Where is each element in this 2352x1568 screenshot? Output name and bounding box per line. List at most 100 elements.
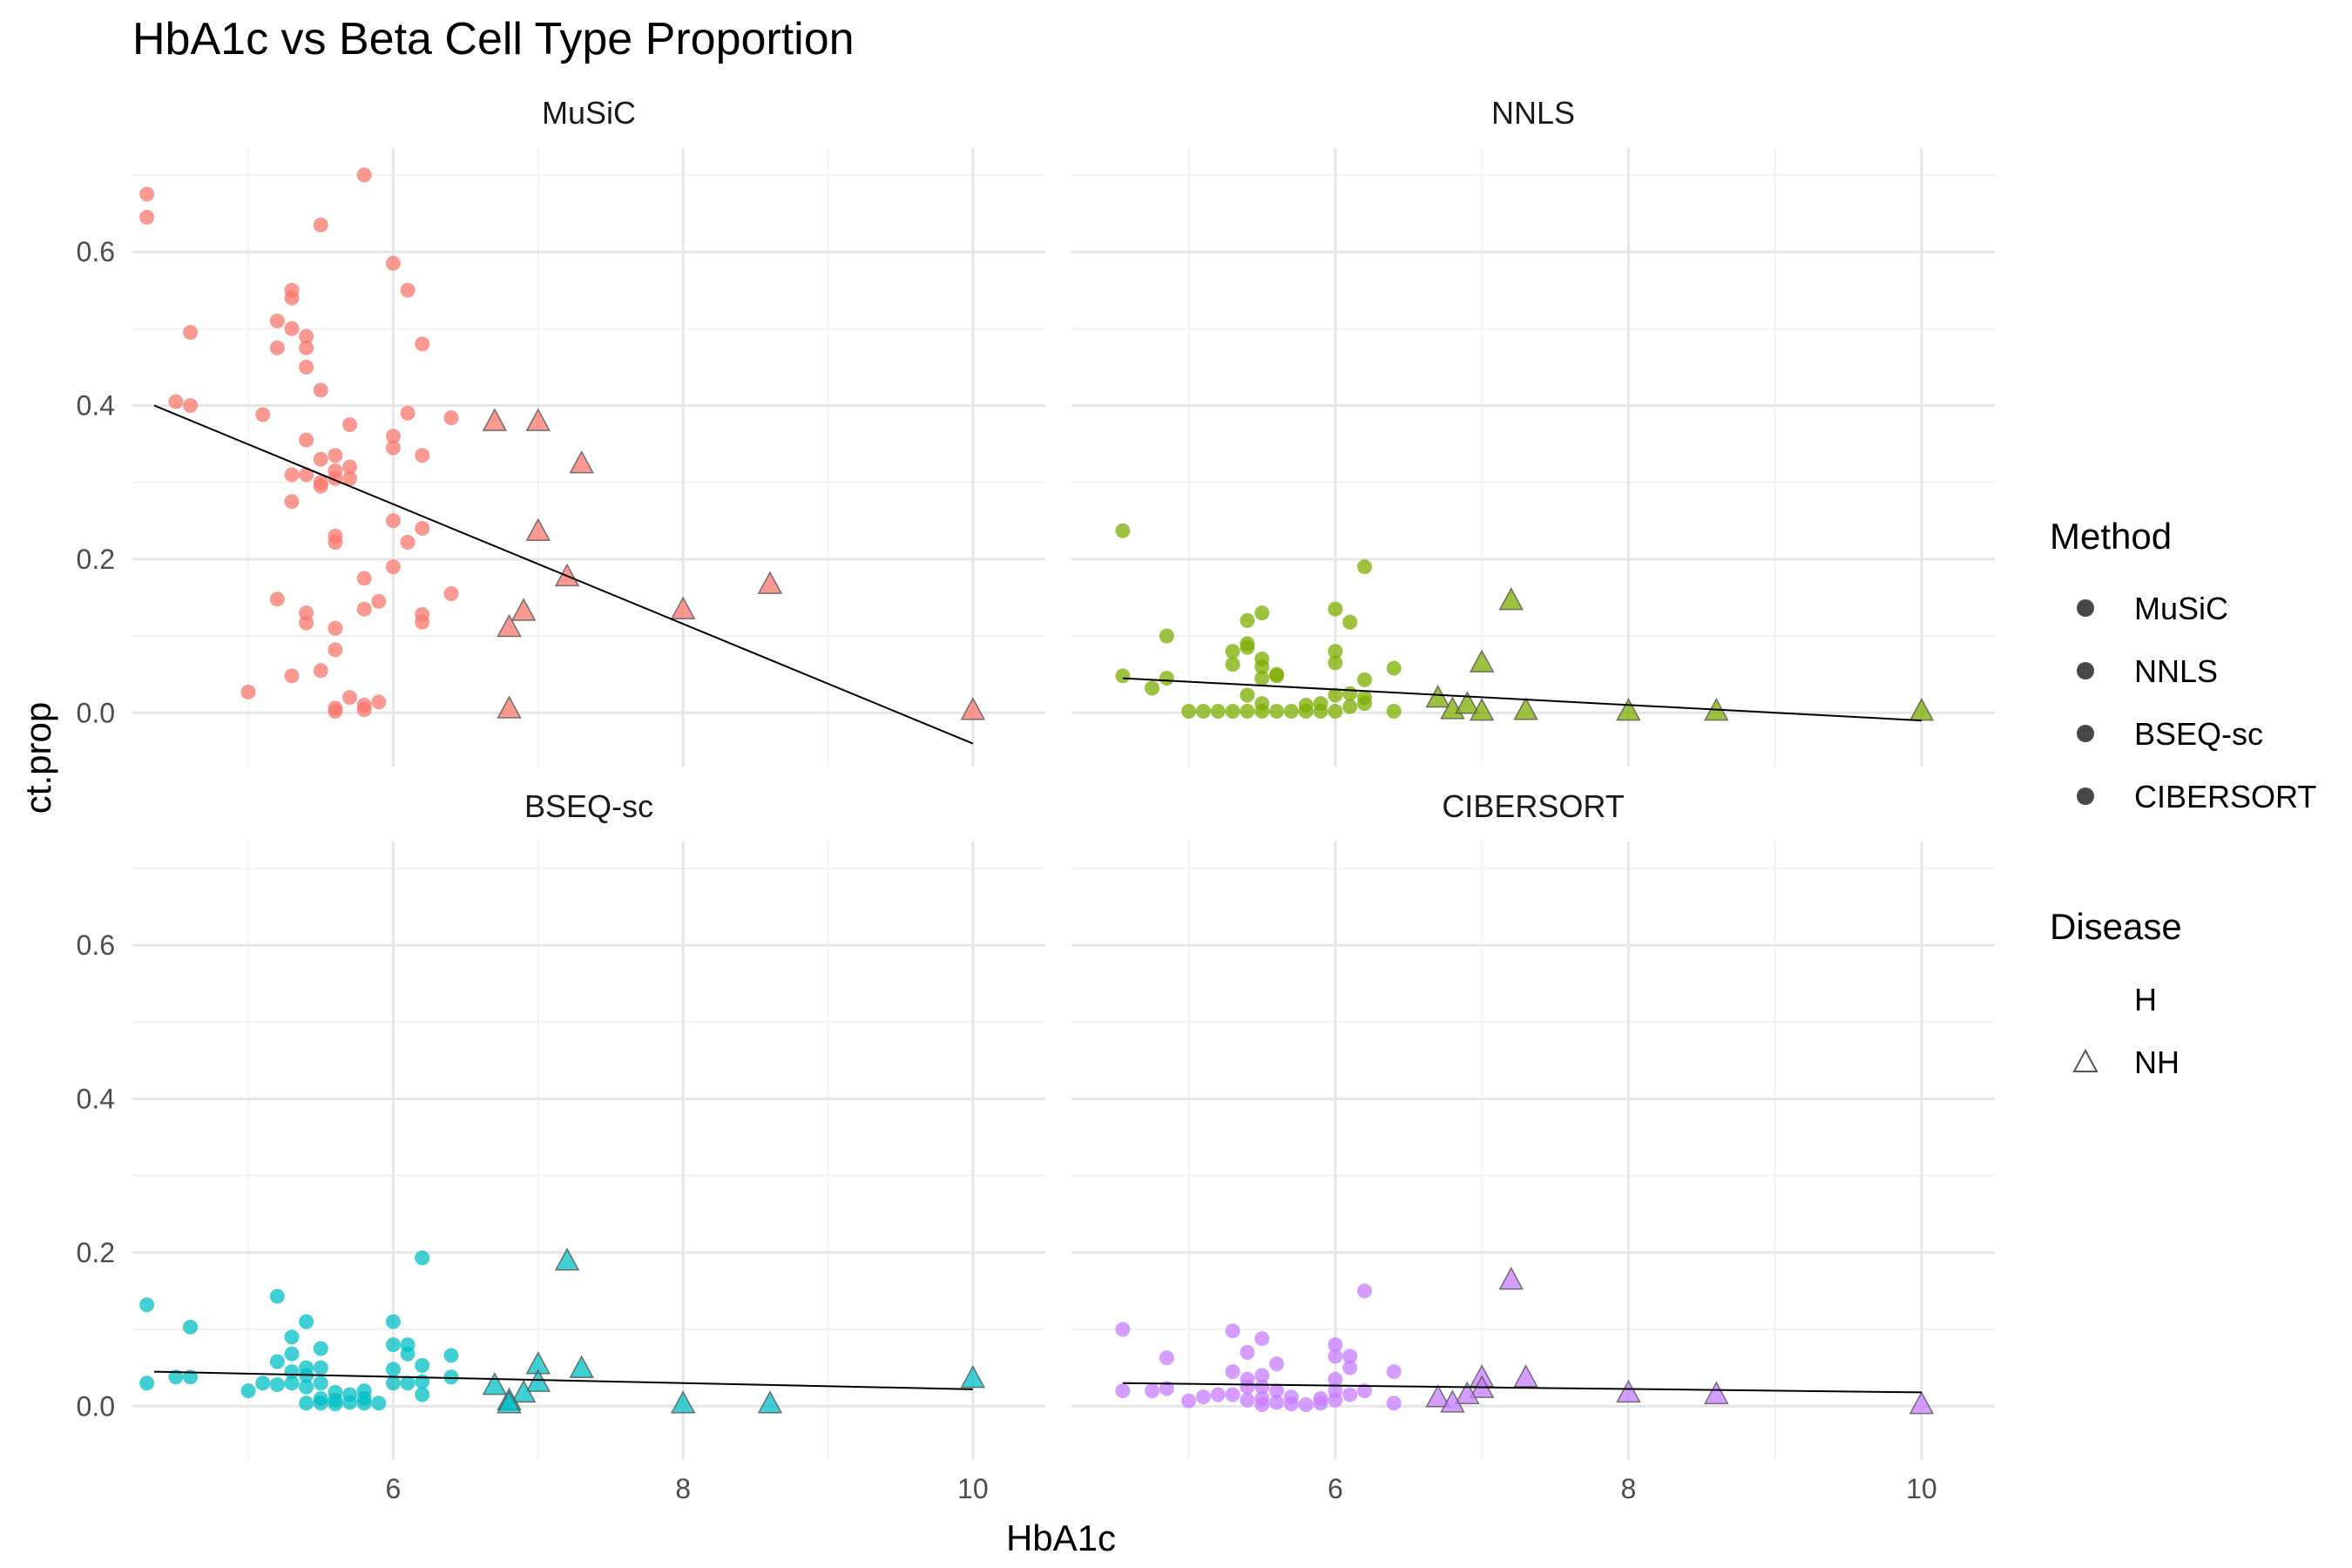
point-h [1254, 605, 1270, 621]
point-h [1240, 703, 1255, 719]
point-h [1269, 1383, 1285, 1399]
point-h [1342, 614, 1358, 630]
legend-method-entries: MuSiC NNLS BSEQ-sc CIBERSORT [2077, 591, 2316, 814]
point-h [1328, 1371, 1343, 1387]
point-h [385, 429, 401, 444]
legend-method-key [2077, 599, 2094, 617]
point-nh [1425, 685, 1450, 708]
point-h [400, 282, 416, 298]
point-nh [1455, 1381, 1480, 1404]
point-nh [1469, 698, 1495, 721]
legend-disease-label: NH [2134, 1044, 2180, 1080]
legend-disease-key [2072, 1048, 2099, 1073]
point-h [1195, 703, 1211, 719]
point-h [1210, 703, 1226, 719]
y-tick-label: 0.4 [77, 1083, 115, 1114]
point-h [371, 1396, 387, 1411]
point-h [356, 571, 372, 586]
point-h [313, 382, 328, 398]
point-h [1115, 523, 1131, 538]
point-h [255, 407, 271, 422]
point-h [415, 448, 430, 463]
point-nh [569, 1355, 594, 1378]
point-h [385, 255, 401, 271]
point-h [1269, 703, 1285, 719]
x-tick-label: 6 [386, 1473, 402, 1504]
legend-method-label: MuSiC [2134, 591, 2228, 626]
point-h [1210, 1387, 1226, 1402]
point-h [385, 559, 401, 575]
point-nh [497, 613, 522, 638]
point-nh [497, 695, 522, 719]
point-h [284, 467, 300, 483]
point-nh [757, 1390, 783, 1414]
point-h [1195, 1389, 1211, 1405]
point-h [269, 591, 285, 607]
point-h [299, 1396, 314, 1411]
point-h [1342, 1348, 1358, 1364]
point-h [284, 494, 300, 510]
point-h [1254, 1396, 1270, 1412]
point-h [1115, 668, 1131, 684]
point-nh [510, 1379, 537, 1403]
point-h [313, 1360, 328, 1375]
point-h [168, 394, 184, 409]
point-h [1115, 1383, 1131, 1399]
point-h [1240, 639, 1255, 655]
point-h [1342, 699, 1358, 714]
point-h [1269, 1356, 1285, 1372]
point-h [443, 1369, 459, 1385]
point-nh [1455, 691, 1480, 714]
point-h [1115, 1321, 1131, 1337]
point-h [269, 313, 285, 328]
point-h [1357, 696, 1373, 712]
y-tick-label: 0.6 [77, 236, 115, 267]
point-h [371, 593, 387, 609]
point-h [356, 1396, 372, 1411]
point-nh [510, 598, 537, 621]
point-h [1313, 1396, 1328, 1411]
point-nh [757, 571, 783, 594]
x-tick-label: 10 [957, 1473, 989, 1504]
fit-line [153, 404, 974, 745]
y-tick-label: 0.0 [77, 697, 115, 728]
point-h [139, 1375, 155, 1391]
point-h [385, 513, 401, 529]
x-tick-label: 8 [1620, 1473, 1636, 1504]
point-nh [960, 697, 986, 720]
point-h [415, 614, 430, 630]
point-h [1254, 1379, 1270, 1395]
point-nh [482, 408, 508, 431]
point-nh [1498, 1267, 1524, 1290]
legend-method-key [2077, 725, 2094, 742]
point-h [400, 534, 416, 550]
point-h [313, 478, 328, 494]
legend-disease-title: Disease [2050, 906, 2182, 947]
point-h [1313, 703, 1328, 719]
point-nh [1425, 1384, 1450, 1408]
point-h [313, 217, 328, 233]
legend-method-key [2077, 662, 2094, 679]
point-h [1145, 1383, 1160, 1399]
point-h [269, 1354, 285, 1369]
point-h [371, 694, 387, 710]
legend-method-label: CIBERSORT [2134, 779, 2316, 814]
point-h [139, 209, 155, 225]
point-h [1225, 1323, 1240, 1339]
point-h [284, 1375, 300, 1391]
point-h [139, 186, 155, 202]
x-tick-label: 10 [1906, 1473, 1937, 1504]
point-nh [1909, 698, 1935, 721]
point-h [1159, 628, 1174, 644]
point-h [168, 1369, 184, 1385]
point-nh [525, 408, 551, 431]
point-h [1225, 1364, 1240, 1380]
point-h [328, 620, 343, 636]
point-h [1181, 1393, 1197, 1409]
chart-title: HbA1c vs Beta Cell Type Proportion [132, 14, 855, 64]
point-h [1269, 668, 1285, 684]
panel-cibersort: CIBERSORT 6 8 10 [1071, 788, 1995, 1504]
point-h [1159, 1350, 1174, 1366]
point-h [1254, 671, 1270, 686]
